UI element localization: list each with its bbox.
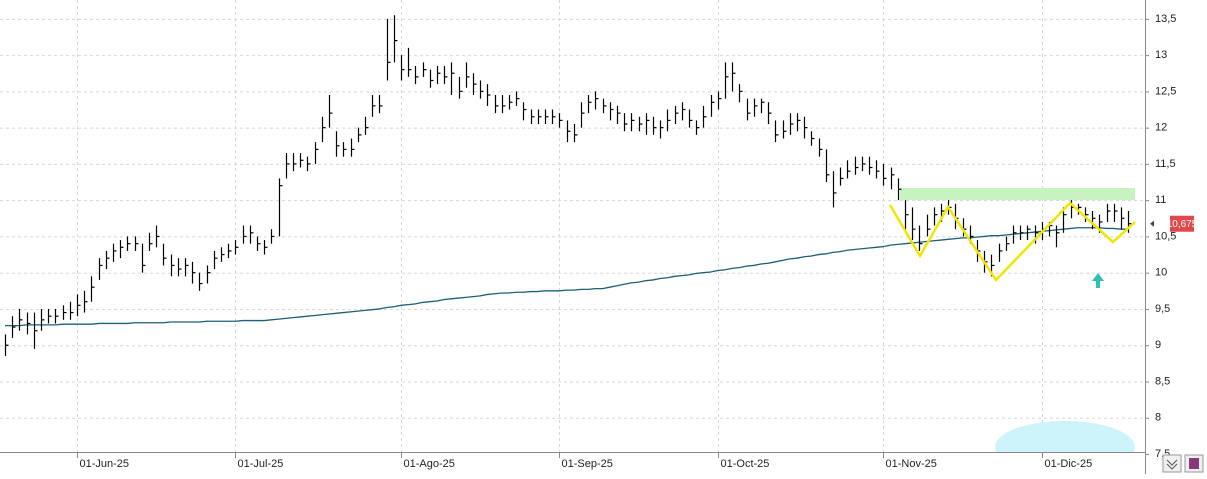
highlight-ellipse <box>995 421 1135 452</box>
grid <box>0 0 1145 452</box>
save-icon <box>1189 458 1199 469</box>
resistance-zone <box>900 188 1135 200</box>
x-tick-label: 01-Sep-25 <box>562 458 613 470</box>
scroll-button[interactable] <box>1162 454 1182 473</box>
moving-average <box>5 227 1129 327</box>
y-tick-label: 12 <box>1155 122 1167 134</box>
moving-average-line <box>5 227 1129 327</box>
y-tick-label: 10,5 <box>1155 230 1176 242</box>
last-price-pointer <box>1150 220 1154 227</box>
y-tick-label: 12,5 <box>1155 85 1176 97</box>
last-price-label: 10,675 <box>1167 219 1198 230</box>
axes: 13,51312,51211,51110,5109,598,587,501-Ju… <box>77 13 1198 470</box>
scroll-icon <box>1166 459 1178 470</box>
y-tick-label: 11 <box>1155 194 1166 206</box>
y-tick-label: 9 <box>1155 339 1161 351</box>
y-tick-label: 13,5 <box>1155 13 1176 25</box>
w-pattern <box>888 201 1136 282</box>
x-tick-label: 01-Nov-25 <box>886 458 937 470</box>
y-tick-label: 9,5 <box>1155 303 1170 315</box>
y-tick-label: 13 <box>1155 49 1167 61</box>
last-price-box <box>1170 215 1194 232</box>
y-tick-label: 10 <box>1155 267 1167 279</box>
pattern-drawing <box>888 201 1136 288</box>
price-bars <box>4 15 1132 357</box>
annotations <box>900 188 1135 452</box>
up-arrow <box>1092 273 1104 288</box>
x-tick-label: 01-Ago-25 <box>404 458 455 470</box>
x-tick-label: 01-Jul-25 <box>238 458 284 470</box>
x-tick-label: 01-Oct-25 <box>721 458 770 470</box>
scroll-controls <box>1162 454 1204 473</box>
y-tick-label: 8,5 <box>1155 375 1170 387</box>
x-tick-label: 01-Jun-25 <box>80 458 130 470</box>
y-tick-label: 11,5 <box>1155 158 1176 170</box>
x-tick-label: 01-Dic-25 <box>1045 458 1093 470</box>
y-tick-label: 8 <box>1155 412 1161 424</box>
